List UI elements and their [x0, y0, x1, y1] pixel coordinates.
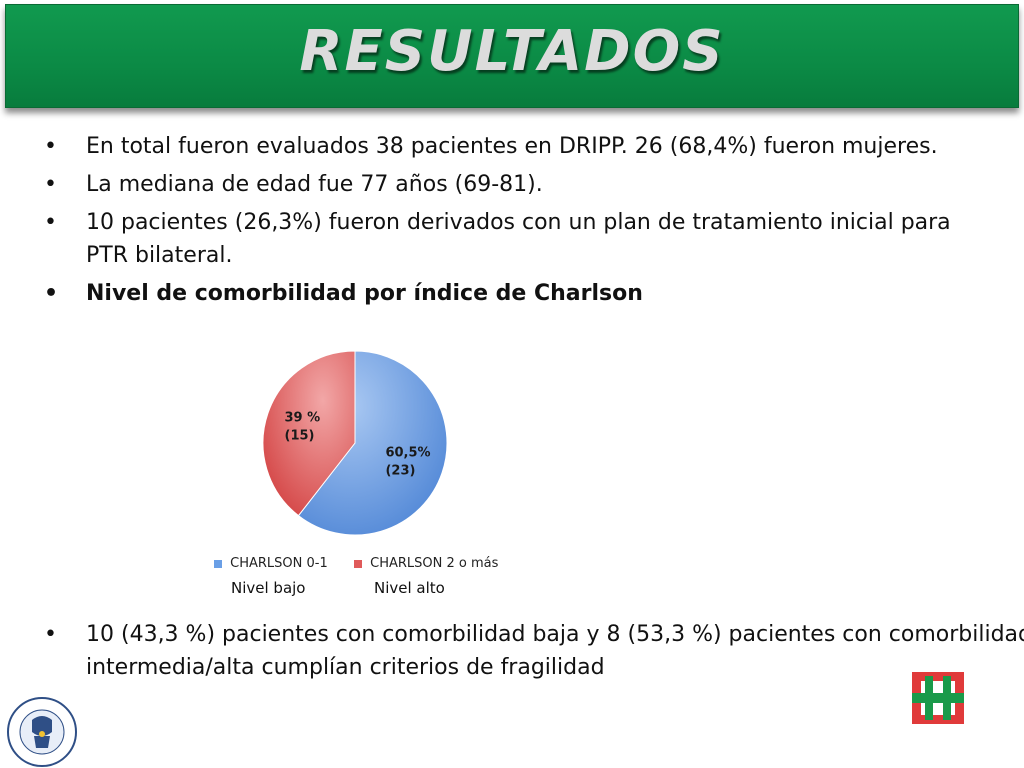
title-banner: RESULTADOS [5, 4, 1019, 108]
bullet-dot: • [44, 134, 57, 159]
bullet-item: • Nivel de comorbilidad por índice de Ch… [44, 277, 994, 310]
bullet-text: En total fueron evaluados 38 pacientes e… [86, 134, 938, 159]
bullet-item: • 10 pacientes (26,3%) fueron derivados … [44, 206, 994, 272]
bullet-dot: • [44, 172, 57, 197]
bullet-text: 10 pacientes (26,3%) fueron derivados co… [86, 210, 951, 268]
pie-chart: 60,5% (23) 39 % (15) [262, 350, 448, 536]
hospital-cross-logo [912, 672, 964, 724]
bullet-text: La mediana de edad fue 77 años (69-81). [86, 172, 543, 197]
slide-title: RESULTADOS [299, 19, 725, 84]
legend-label: CHARLSON 2 o más [370, 556, 499, 571]
bullet-text: Nivel de comorbilidad por índice de Char… [86, 281, 643, 306]
bullet-dot: • [44, 281, 59, 306]
pie-slice-label-1: 39 % (15) [285, 411, 321, 444]
legend-sub-high: Nivel alto [374, 579, 445, 597]
legend-item-1: CHARLSON 2 o más [354, 556, 498, 571]
legend-item-0: CHARLSON 0-1 [214, 556, 328, 571]
sector-rodilla-logo [7, 697, 77, 767]
bullet-list: • En total fueron evaluados 38 pacientes… [44, 130, 994, 315]
pie-slice-label-0: 60,5% (23) [385, 445, 430, 478]
bullet-text: 10 (43,3 %) pacientes con comorbilidad b… [86, 622, 1024, 680]
legend-label: CHARLSON 0-1 [230, 556, 328, 571]
legend-sub-low: Nivel bajo [231, 579, 306, 597]
bullet-item: • La mediana de edad fue 77 años (69-81)… [44, 168, 994, 201]
bullet-item-bottom: • 10 (43,3 %) pacientes con comorbilidad… [44, 618, 1024, 684]
bullet-dot: • [44, 210, 57, 235]
legend-swatch [354, 559, 362, 568]
pie-slice-0 [297, 350, 448, 536]
legend-swatch [214, 559, 222, 568]
pie-slice-1 [262, 350, 356, 517]
bullet-item: • En total fueron evaluados 38 pacientes… [44, 130, 994, 163]
bullet-dot: • [44, 622, 57, 647]
